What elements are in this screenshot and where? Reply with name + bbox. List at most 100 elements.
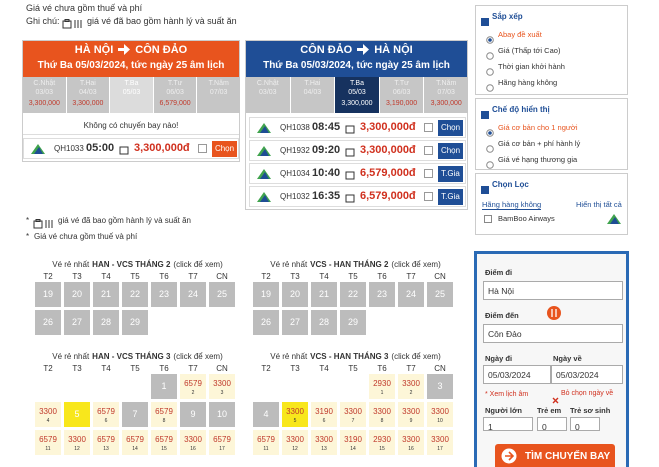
lunar-link[interactable]: * Xem lịch âm — [485, 391, 529, 398]
detail-toggle[interactable] — [424, 192, 433, 201]
calendar-day[interactable]: 3300 12 — [64, 430, 90, 455]
calendar-day[interactable]: 26 — [253, 310, 279, 335]
calendar-day[interactable]: 3300 8 — [369, 402, 395, 427]
calendar-day[interactable]: 23 — [151, 282, 177, 307]
calendar-day[interactable]: 24 — [180, 282, 206, 307]
clear-return[interactable]: Bỏ chọn ngày về — [561, 390, 614, 397]
calendar-day[interactable]: 6579 15 — [151, 430, 177, 455]
calendar-day[interactable]: 3300 5 — [282, 402, 308, 427]
calendar-day[interactable]: 6579 6 — [93, 402, 119, 427]
calendar-day[interactable]: 3190 14 — [340, 430, 366, 455]
calendar-day[interactable]: 6579 17 — [209, 430, 235, 455]
calendar-day[interactable]: 21 — [93, 282, 119, 307]
calendar-day[interactable]: 3300 9 — [398, 402, 424, 427]
calendar-day[interactable]: 6579 14 — [122, 430, 148, 455]
select-button[interactable]: Chọn — [212, 141, 237, 157]
radio-option[interactable]: Abay đề xuất — [498, 30, 542, 39]
calendar-day[interactable]: 6579 11 — [35, 430, 61, 455]
calendar-day[interactable]: 3300 13 — [311, 430, 337, 455]
radio-option[interactable]: Thời gian khởi hành — [498, 62, 565, 71]
input-field[interactable]: 0 — [570, 417, 600, 432]
radio-option[interactable]: Giá cơ bản + phí hành lý — [498, 139, 581, 148]
select-button[interactable]: T.Gia — [438, 166, 463, 182]
date-tab[interactable]: T.Hai 04/03 — [290, 77, 336, 113]
calendar-day[interactable]: 10 — [209, 402, 235, 427]
calendar-day[interactable]: 28 — [311, 310, 337, 335]
select-button[interactable]: Chọn — [438, 143, 463, 159]
calendar-day[interactable]: 6579 11 — [253, 430, 279, 455]
radio-option[interactable]: Hãng hàng không — [498, 78, 558, 87]
calendar-day[interactable]: 3300 4 — [35, 402, 61, 427]
radio-option[interactable]: Giá (Thấp tới Cao) — [498, 46, 561, 55]
calendar-day[interactable]: 29 — [340, 310, 366, 335]
calendar-day[interactable]: 3300 10 — [427, 402, 453, 427]
calendar-day[interactable]: 21 — [311, 282, 337, 307]
calendar-day[interactable]: 3300 17 — [427, 430, 453, 455]
calendar-day[interactable]: 25 — [209, 282, 235, 307]
input-field[interactable]: Hà Nội — [483, 281, 623, 300]
calendar-day[interactable]: 27 — [282, 310, 308, 335]
calendar-day[interactable]: 4 — [253, 402, 279, 427]
sidebar-box: Chế độ hiển thị Giá cơ bản cho 1 người Giá… — [475, 98, 628, 170]
input-field[interactable]: 05/03/2024 — [483, 365, 551, 384]
calendar-day[interactable]: 22 — [340, 282, 366, 307]
calendar-day[interactable]: 3300 16 — [180, 430, 206, 455]
radio-option[interactable]: Giá cơ bản cho 1 người — [498, 123, 578, 132]
select-button[interactable]: Chọn — [438, 120, 463, 136]
date-tab[interactable]: T.Ba 05/03 — [110, 77, 154, 113]
calendar-day[interactable]: 3190 6 — [311, 402, 337, 427]
radio-option[interactable]: Giá vé hạng thương gia — [498, 155, 578, 164]
calendar-day[interactable]: 6579 13 — [93, 430, 119, 455]
calendar-day[interactable]: 6579 8 — [151, 402, 177, 427]
date-tab[interactable]: T.Tư 06/03 3,190,000 — [379, 77, 425, 113]
calendar-day[interactable]: 19 — [35, 282, 61, 307]
calendar-day[interactable]: 20 — [64, 282, 90, 307]
flight-time: 09:20 — [312, 144, 341, 156]
date-tab[interactable]: C.Nhật 03/03 3,300,000 — [23, 77, 67, 113]
detail-toggle[interactable] — [424, 146, 433, 155]
calendar-day[interactable]: 22 — [122, 282, 148, 307]
calendar-day[interactable]: 27 — [64, 310, 90, 335]
date-tab[interactable]: T.Năm 07/03 3,300,000 — [424, 77, 469, 113]
calendar-day[interactable]: 9 — [180, 402, 206, 427]
calendar-day[interactable]: 20 — [282, 282, 308, 307]
radio — [486, 124, 494, 142]
checkbox[interactable] — [484, 215, 492, 223]
input-field[interactable]: Côn Đảo — [483, 324, 623, 343]
calendar-day[interactable]: 7 — [122, 402, 148, 427]
show-all-link[interactable]: Hiển thị tất cả — [576, 200, 622, 209]
calendar-day[interactable]: 29 — [122, 310, 148, 335]
detail-toggle[interactable] — [424, 169, 433, 178]
calendar-day[interactable]: 23 — [369, 282, 395, 307]
calendar-day[interactable]: 3300 7 — [340, 402, 366, 427]
calendar-day[interactable]: 3300 16 — [398, 430, 424, 455]
input-field[interactable]: 0 — [537, 417, 567, 432]
calendar-day[interactable]: 25 — [427, 282, 453, 307]
calendar-day[interactable]: 5 — [64, 402, 90, 427]
date-tab[interactable]: T.Tư 06/03 6,579,000 — [153, 77, 198, 113]
calendar-day[interactable]: 1 — [151, 374, 177, 399]
date-tab[interactable]: C.Nhật 03/03 — [246, 77, 291, 113]
date-tab[interactable]: T.Ba 05/03 3,300,000 — [335, 77, 380, 113]
calendar-day[interactable]: 26 — [35, 310, 61, 335]
calendar-day[interactable]: 2930 15 — [369, 430, 395, 455]
search-button[interactable]: TÌM CHUYẾN BAY — [495, 444, 615, 467]
calendar-day[interactable]: 2930 1 — [369, 374, 395, 399]
input-field[interactable]: 05/03/2024 — [551, 365, 623, 384]
calendar-day[interactable]: 24 — [398, 282, 424, 307]
calendar-day[interactable]: 3 — [427, 374, 453, 399]
calendar-day[interactable]: 28 — [93, 310, 119, 335]
calendar-day[interactable]: 3300 3 — [209, 374, 235, 399]
detail-toggle[interactable] — [424, 123, 433, 132]
date-tab[interactable]: T.Hai 04/03 3,300,000 — [66, 77, 111, 113]
calendar-day[interactable]: 6579 2 — [180, 374, 206, 399]
calendar-day[interactable]: 19 — [253, 282, 279, 307]
input-field[interactable]: 1 — [483, 417, 533, 432]
date-tab[interactable]: T.Năm 07/03 — [197, 77, 241, 113]
day-number: 25 — [216, 289, 227, 299]
calendar-day[interactable]: 3300 12 — [282, 430, 308, 455]
select-button[interactable]: T.Gia — [438, 189, 463, 205]
detail-toggle[interactable] — [198, 144, 207, 153]
calendar-day[interactable]: 3300 2 — [398, 374, 424, 399]
swap-icon — [547, 306, 561, 325]
